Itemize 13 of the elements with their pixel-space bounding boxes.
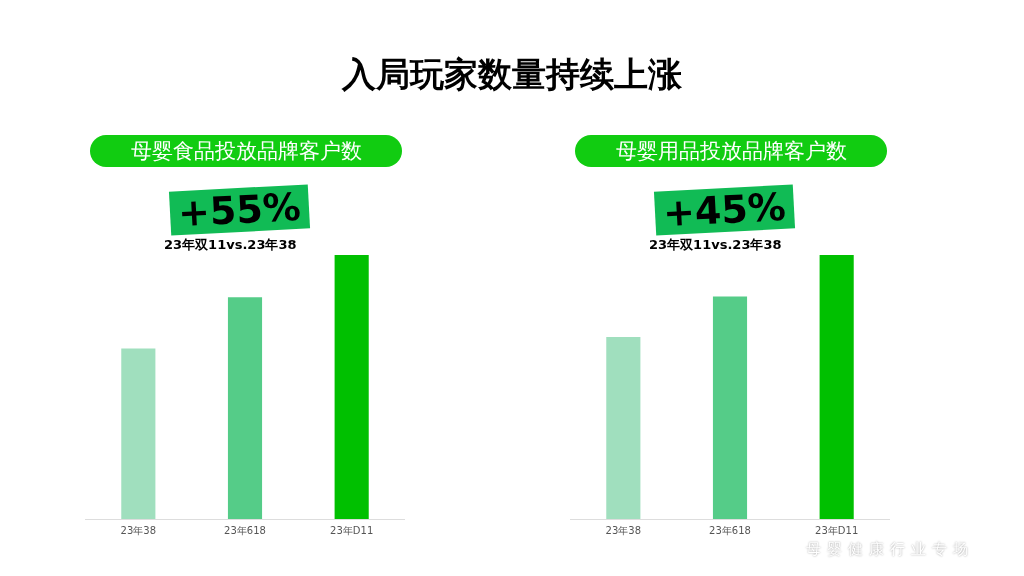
text: +55%	[168, 184, 310, 236]
x-tick-label: 23年38	[605, 524, 642, 536]
text: 入局玩家数量持续上涨	[341, 53, 683, 96]
x-tick-label: 23年D11	[815, 524, 859, 536]
x-tick-label: 23年D11	[330, 524, 374, 536]
text: 23年双11vs.23年38	[649, 236, 782, 254]
chart-subtitle: 母婴用品投放品牌客户数	[575, 135, 887, 167]
x-tick-label: 23年38	[120, 524, 157, 536]
text: +45%	[653, 184, 795, 236]
text: 23年双11vs.23年38	[164, 236, 297, 254]
x-tick-label: 23年618	[224, 524, 266, 536]
chart-subtitle: 母婴食品投放品牌客户数	[90, 135, 402, 167]
x-tick-label: 23年618	[709, 524, 751, 536]
